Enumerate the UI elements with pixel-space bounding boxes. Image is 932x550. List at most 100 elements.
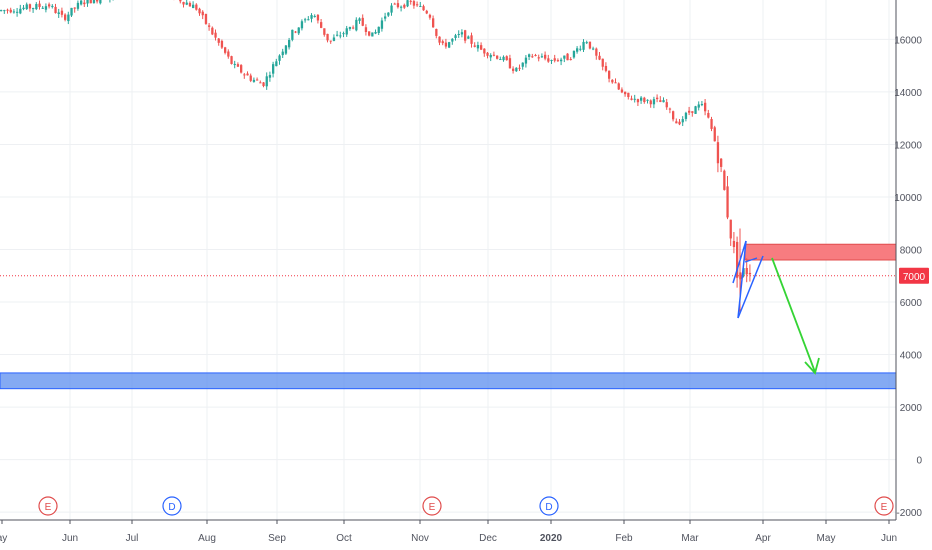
current-price-badge: [899, 267, 929, 284]
current-price-label: 7000: [903, 272, 926, 283]
candle-body: [48, 4, 51, 7]
candle-body: [640, 97, 643, 101]
candle-body: [240, 65, 243, 73]
candle-body: [627, 92, 630, 98]
candle-body: [348, 27, 352, 29]
candle-body: [377, 26, 380, 33]
event-marker: D: [539, 496, 559, 516]
x-tick-label: Dec: [479, 533, 497, 544]
x-tick-label: Jul: [126, 533, 139, 544]
candle-body: [6, 9, 9, 11]
candle-body: [720, 158, 723, 167]
candle-body: [281, 51, 284, 56]
time-axis-bg: [0, 520, 932, 550]
candle-body: [19, 8, 22, 14]
candle-body: [96, 0, 99, 2]
candle-body: [444, 42, 448, 47]
candle-body: [259, 82, 262, 84]
candle-body: [54, 6, 57, 14]
x-tick-label: Jun: [881, 533, 897, 544]
event-marker: E: [422, 496, 442, 516]
candle-body: [368, 31, 371, 36]
candle-body: [288, 39, 291, 48]
candle-body: [246, 73, 249, 76]
candle-body: [448, 42, 451, 48]
candle-body: [35, 4, 38, 10]
candle-body: [716, 142, 720, 164]
candle-body: [614, 82, 617, 84]
candle-body: [284, 45, 288, 54]
flag-line-left: [732, 240, 747, 284]
resistance-zone: [744, 243, 897, 261]
candle-body: [294, 31, 297, 33]
candle-body: [300, 21, 304, 29]
candle-body: [432, 18, 435, 28]
candle-body: [320, 22, 323, 28]
candle-body: [278, 55, 281, 61]
candle-body: [297, 27, 300, 34]
candle-body: [515, 67, 518, 72]
candle-body: [713, 127, 716, 142]
drawings: [732, 240, 820, 375]
candle-body: [480, 45, 483, 50]
candle-body: [649, 100, 652, 105]
projection-arrow-line: [771, 257, 816, 373]
candle-body: [249, 75, 252, 81]
candle-body: [329, 40, 332, 42]
candle-body: [553, 58, 556, 61]
event-circle: [539, 496, 559, 516]
candle-body: [403, 4, 406, 8]
support-zone: [0, 372, 897, 390]
candle-body: [729, 219, 732, 239]
candle-body: [208, 25, 211, 27]
event-circle: [422, 496, 442, 516]
candle-body: [592, 48, 595, 50]
candle-body: [380, 20, 384, 29]
candles: [0, 0, 752, 313]
x-tick-label: Sep: [268, 533, 286, 544]
y-tick-label: 10000: [894, 193, 922, 204]
x-tick-label: Jun: [62, 533, 78, 544]
candle-body: [572, 50, 576, 58]
candle-body: [179, 0, 182, 2]
x-tick-label: May: [817, 533, 836, 544]
candle-body: [678, 121, 681, 125]
candle-body: [64, 14, 67, 20]
event-label: E: [45, 502, 52, 513]
event-label: D: [168, 502, 175, 513]
candle-body: [518, 67, 521, 69]
candle-body: [563, 55, 566, 59]
candle-body: [585, 42, 588, 44]
candle-body: [406, 0, 409, 7]
y-tick-label: 12000: [894, 140, 922, 151]
candle-body: [236, 64, 240, 67]
event-marker: D: [162, 496, 182, 516]
candle-body: [342, 33, 345, 35]
candle-body: [22, 7, 25, 10]
candle-body: [89, 0, 92, 4]
event-marker: E: [38, 496, 58, 516]
candle-body: [224, 47, 227, 53]
candle-body: [643, 97, 646, 103]
candle-body: [28, 4, 32, 9]
candle-body: [441, 41, 444, 44]
candle-body: [748, 272, 752, 275]
candle-body: [99, 0, 102, 4]
candle-body: [371, 32, 374, 37]
candle-body: [80, 0, 83, 5]
candle-body: [227, 51, 230, 57]
candle-body: [547, 58, 550, 62]
x-tick-label: Apr: [755, 533, 771, 544]
candle-body: [672, 111, 675, 120]
candle-body: [265, 76, 268, 87]
x-tick-label: 2020: [540, 533, 563, 544]
candle-body: [652, 99, 656, 105]
candle-body: [473, 45, 476, 47]
candle-body: [665, 102, 668, 108]
candle-body: [268, 75, 272, 78]
candle-body: [70, 7, 73, 16]
candle-body: [201, 11, 204, 16]
candle-body: [675, 121, 678, 124]
